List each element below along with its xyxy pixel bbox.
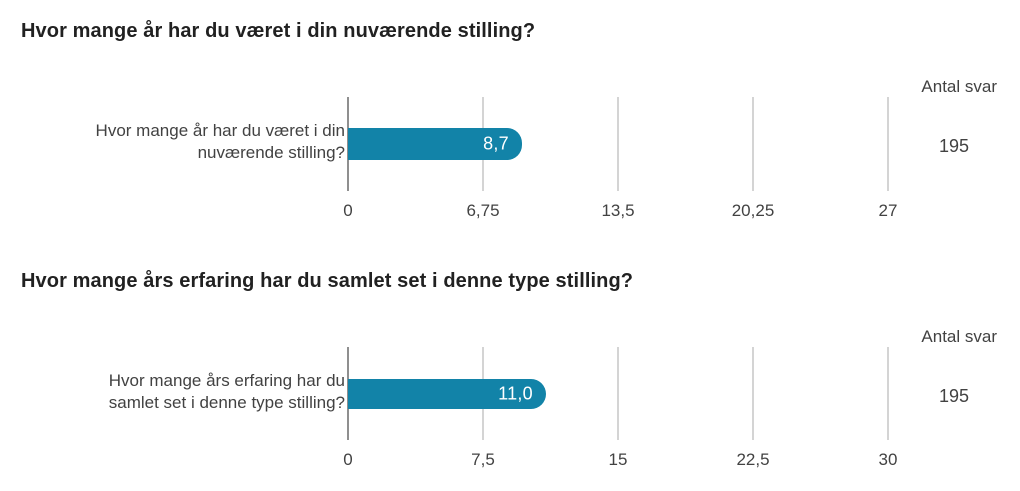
- value-bar: 11,0: [348, 378, 546, 409]
- gridline: [752, 97, 754, 191]
- plot-area: 11,0 0 7,5 15 22,5 30: [343, 347, 897, 469]
- category-label-line: Hvor mange år har du været i din: [95, 121, 345, 140]
- plot-area: 8,7 0 6,75 13,5 20,25 27: [343, 97, 897, 220]
- chart-nuvaerende-stilling: Hvor mange år har du været i din nuværen…: [21, 20, 997, 220]
- gridline: [617, 347, 619, 440]
- answers-column-header: Antal svar: [921, 77, 997, 96]
- category-label-line: samlet set i denne type stilling?: [108, 393, 345, 412]
- answers-count: 195: [938, 136, 970, 156]
- axis-tick-label: 6,75: [466, 201, 500, 220]
- axis-tick-label: 22,5: [736, 450, 770, 469]
- axis-tick-label: 15: [608, 450, 628, 469]
- gridline: [752, 347, 754, 440]
- category-label: Hvor mange års erfaring har du samlet se…: [40, 370, 345, 414]
- category-label: Hvor mange år har du været i din nuværen…: [40, 120, 345, 164]
- category-label-line: Hvor mange års erfaring har du: [108, 371, 345, 390]
- value-bar: 8,7: [348, 128, 522, 160]
- axis-tick-label: 13,5: [601, 201, 635, 220]
- axis-tick-label: 30: [878, 450, 898, 469]
- axis-tick-label: 0: [343, 201, 353, 220]
- answers-count: 195: [938, 386, 970, 406]
- gridline: [887, 97, 889, 191]
- axis-tick-label: 27: [878, 201, 898, 220]
- bar-value-label: 11,0: [498, 383, 533, 403]
- axis-tick-label: 0: [343, 450, 353, 469]
- bar-value-label: 8,7: [483, 133, 509, 154]
- chart-title: Hvor mange år har du været i din nuværen…: [21, 20, 536, 42]
- chart-erfaring-samlet: Hvor mange års erfaring har du samlet se…: [0, 250, 1020, 491]
- gridline: [617, 97, 619, 191]
- axis-tick-label: 20,25: [731, 201, 775, 220]
- answers-column-header: Antal svar: [921, 327, 997, 346]
- axis-tick-label: 7,5: [471, 450, 495, 469]
- gridline: [887, 347, 889, 440]
- category-label-line: nuværende stilling?: [197, 143, 345, 162]
- chart-title: Hvor mange års erfaring har du samlet se…: [21, 270, 634, 292]
